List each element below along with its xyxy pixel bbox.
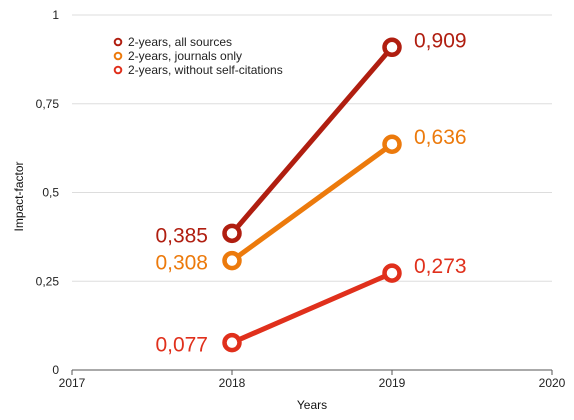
legend-marker bbox=[113, 37, 123, 47]
series-layer: 0,385 0,909 0,308 0,636 0,077 0,273 bbox=[155, 29, 466, 356]
x-axis-ticks: 2017 2018 2019 2020 bbox=[59, 370, 566, 390]
data-point bbox=[222, 223, 242, 244]
legend-item: 2-years, journals only bbox=[128, 49, 242, 63]
series-line bbox=[229, 141, 395, 264]
series-line bbox=[229, 270, 395, 346]
y-axis-ticks: 0 0,25 0,5 0,75 1 bbox=[36, 8, 60, 377]
y-tick-label: 0,25 bbox=[36, 274, 60, 288]
series-1: 0,385 0,909 bbox=[155, 29, 466, 247]
data-point bbox=[382, 37, 402, 58]
y-tick-label: 0,5 bbox=[42, 186, 59, 200]
y-tick-label: 0 bbox=[52, 363, 59, 377]
series-3: 0,077 0,273 bbox=[155, 255, 466, 357]
data-point bbox=[382, 134, 402, 154]
y-tick-label: 1 bbox=[52, 8, 59, 22]
data-label: 0,273 bbox=[414, 255, 467, 278]
y-tick-label: 0,75 bbox=[36, 97, 60, 111]
data-point bbox=[222, 250, 242, 271]
legend-item: 2-years, without self-citations bbox=[128, 63, 283, 77]
data-label: 0,636 bbox=[414, 126, 467, 149]
x-tick-label: 2020 bbox=[539, 376, 566, 390]
legend-item: 2-years, all sources bbox=[128, 35, 232, 49]
legend-marker bbox=[113, 65, 123, 75]
data-point bbox=[222, 332, 242, 353]
data-label: 0,308 bbox=[155, 252, 208, 275]
x-tick-label: 2019 bbox=[379, 376, 406, 390]
series-2: 0,308 0,636 bbox=[155, 126, 466, 274]
series-line bbox=[229, 44, 395, 236]
data-label: 0,077 bbox=[155, 334, 208, 357]
x-tick-label: 2017 bbox=[59, 376, 86, 390]
data-label: 0,385 bbox=[155, 224, 208, 247]
legend-marker bbox=[113, 51, 123, 61]
x-axis-title: Years bbox=[297, 398, 327, 412]
y-axis-title: Impact-factor bbox=[12, 161, 26, 231]
x-tick-label: 2018 bbox=[219, 376, 246, 390]
data-point bbox=[382, 263, 402, 283]
grid-lines bbox=[72, 14, 552, 282]
data-label: 0,909 bbox=[414, 29, 467, 52]
